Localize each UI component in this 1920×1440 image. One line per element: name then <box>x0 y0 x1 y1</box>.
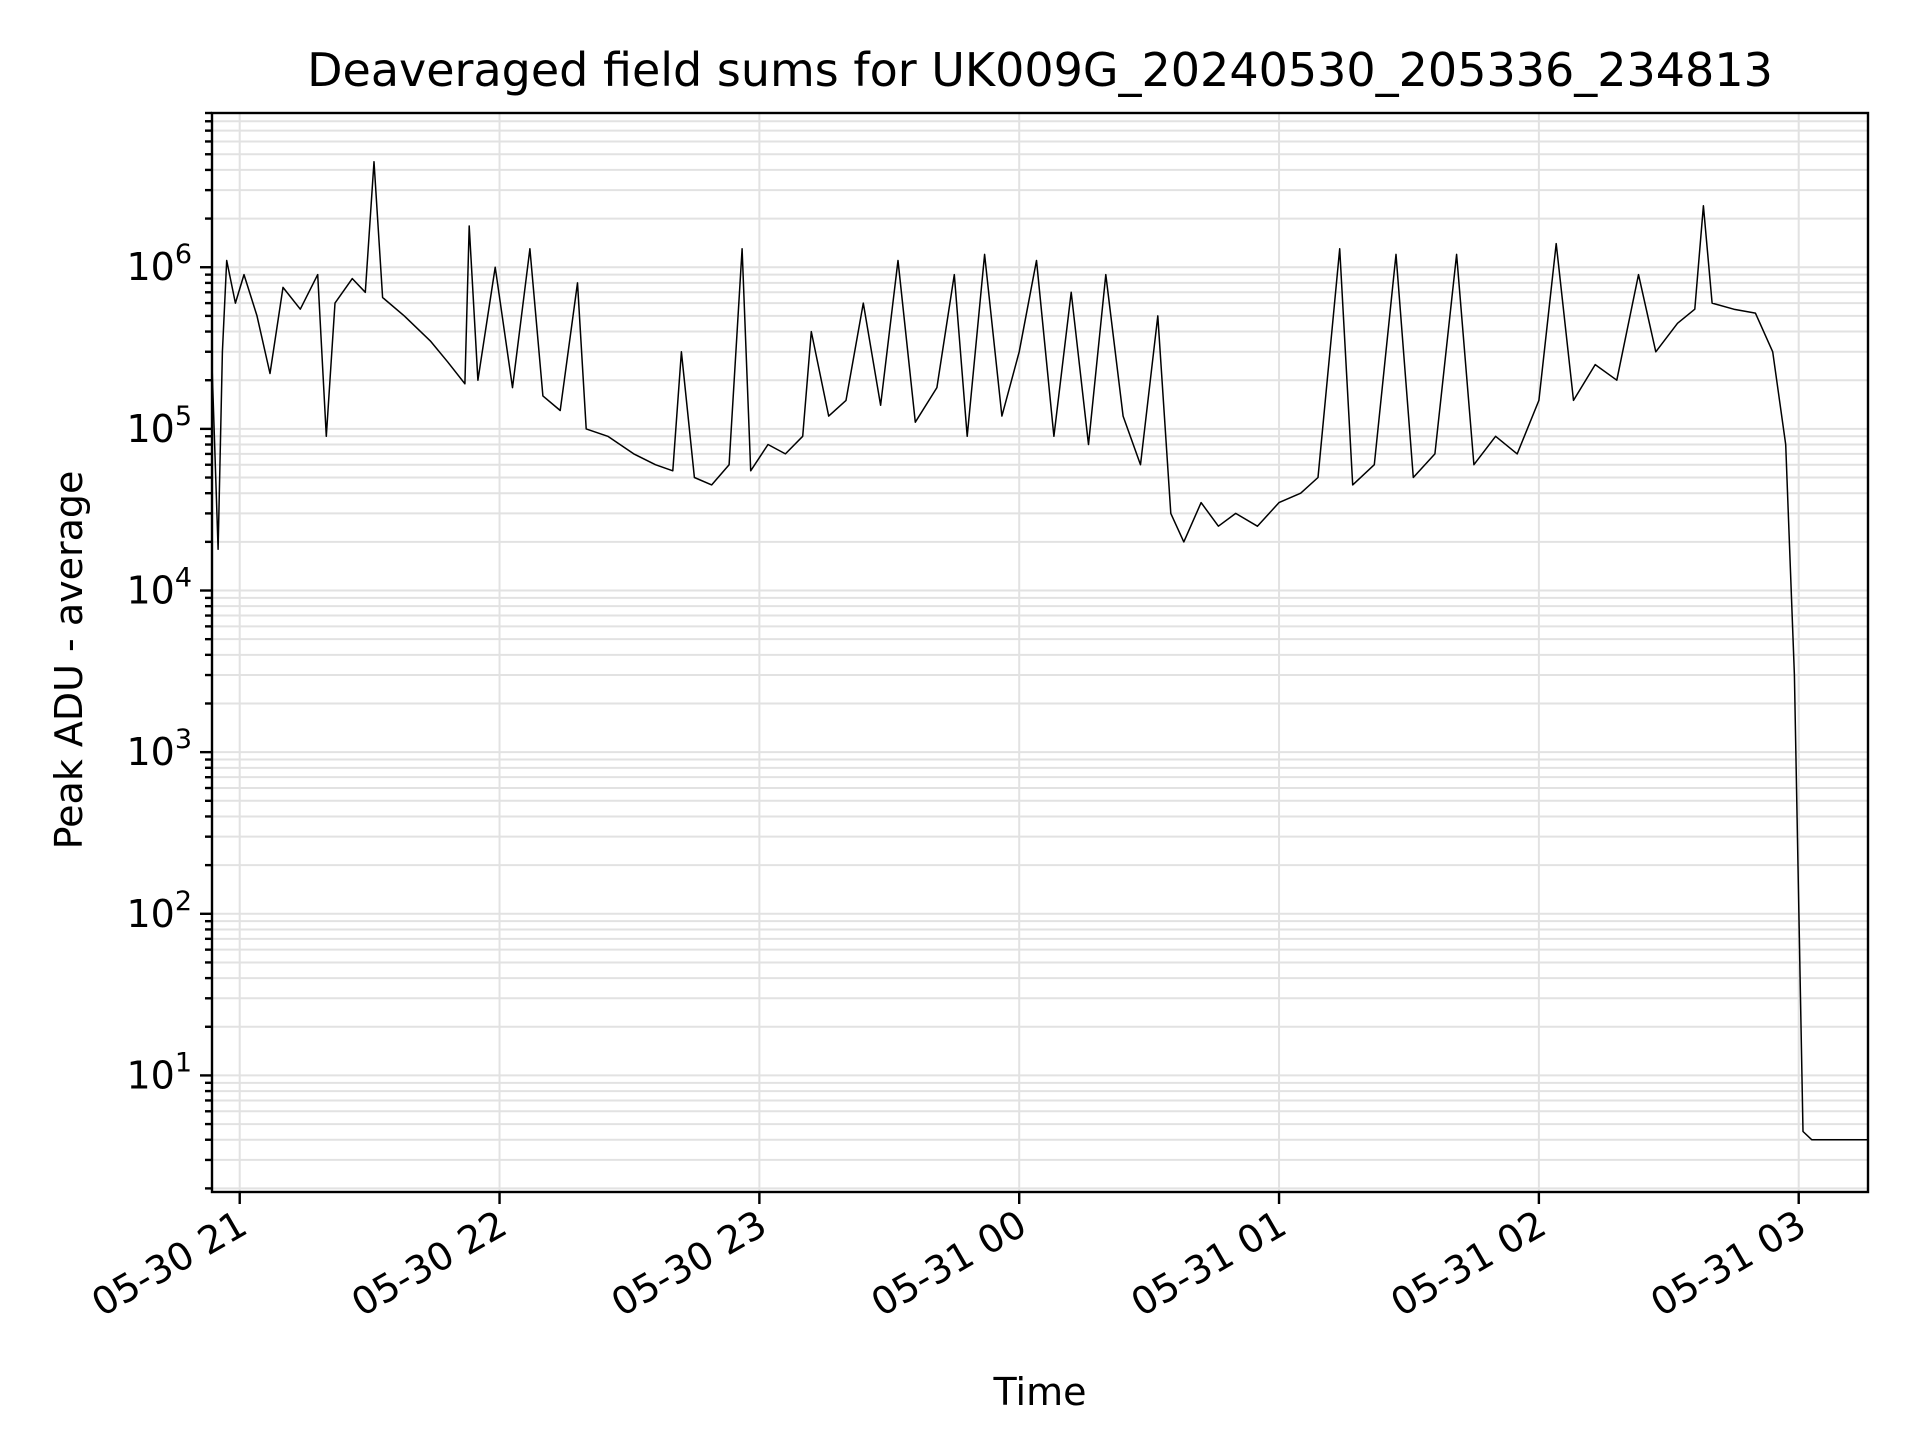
grid-lines <box>212 112 1868 1192</box>
y-axis-label: Peak ADU - average <box>47 471 91 850</box>
series-line <box>211 160 1868 1141</box>
series-layer <box>211 160 1868 1141</box>
y-tick-label: 101 <box>126 1047 192 1097</box>
y-tick-label: 106 <box>126 239 192 289</box>
y-tick-label: 105 <box>126 401 192 451</box>
x-axis-label: Time <box>993 1370 1087 1414</box>
y-tick-label: 104 <box>126 563 192 613</box>
plot-frame <box>210 111 1870 1194</box>
chart-title: Deaveraged field sums for UK009G_2024053… <box>307 43 1773 97</box>
y-tick-label: 102 <box>126 886 192 936</box>
y-tick-label: 103 <box>126 724 192 774</box>
